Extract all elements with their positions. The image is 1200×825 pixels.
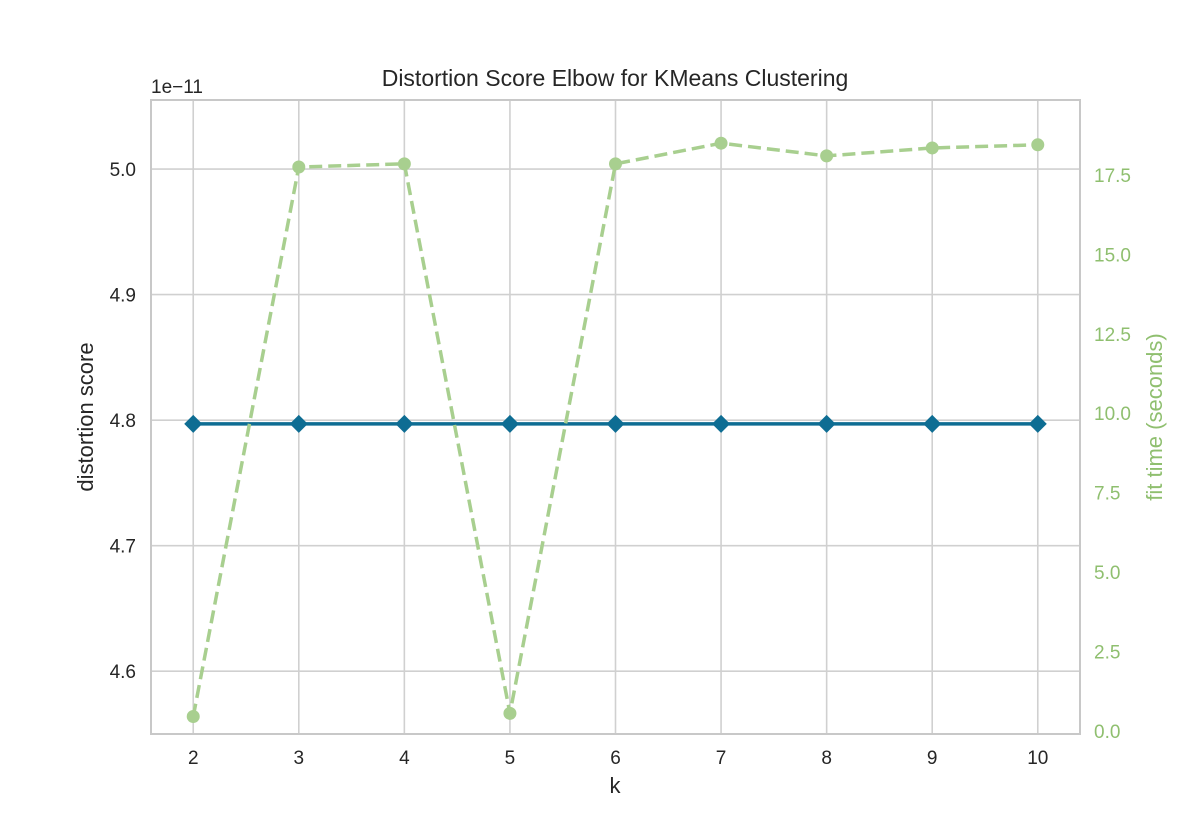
- y-tick-label: 4.9: [110, 286, 136, 307]
- series-layer: [184, 136, 1047, 724]
- distortion-marker: [289, 414, 308, 433]
- chart-title: Distortion Score Elbow for KMeans Cluste…: [382, 65, 849, 91]
- y2-axis-label: fit time (seconds): [1142, 333, 1167, 501]
- fit-time-marker: [186, 710, 200, 724]
- x-tick-label: 3: [294, 748, 305, 769]
- fit-time-marker: [925, 141, 939, 155]
- fit-time-marker: [503, 706, 517, 720]
- tick-labels: 2 3 4 5 6 7 8 9 10 4.6 4.7 4.8 4.9 5.0 0.0 2.5 5.0 7.5 10.…: [110, 160, 1131, 769]
- y2-tick-label: 12.5: [1094, 325, 1131, 346]
- fit-time-marker: [1031, 138, 1045, 152]
- y2-tick-label: 0.0: [1094, 722, 1120, 743]
- distortion-marker: [817, 414, 836, 433]
- fit-time-marker: [292, 160, 306, 174]
- y2-tick-label: 5.0: [1094, 563, 1120, 584]
- x-tick-label: 5: [505, 748, 516, 769]
- fit-time-marker: [609, 157, 622, 171]
- y2-tick-label: 17.5: [1094, 166, 1131, 187]
- y2-tick-label: 15.0: [1094, 245, 1131, 266]
- x-tick-label: 10: [1027, 748, 1048, 769]
- distortion-marker: [1028, 414, 1047, 433]
- y-tick-label: 4.6: [110, 662, 136, 683]
- x-tick-label: 6: [610, 748, 621, 769]
- x-tick-label: 9: [927, 748, 938, 769]
- x-tick-label: 4: [399, 748, 410, 769]
- y-axis-label: distortion score: [73, 342, 98, 491]
- y2-tick-label: 7.5: [1094, 484, 1120, 505]
- y-offset-label: 1e−11: [151, 77, 203, 98]
- distortion-marker: [923, 414, 942, 433]
- distortion-marker: [395, 414, 414, 433]
- x-tick-label: 2: [188, 748, 199, 769]
- y-tick-label: 4.7: [110, 537, 136, 558]
- x-tick-label: 8: [821, 748, 832, 769]
- y-tick-label: 4.8: [110, 411, 136, 432]
- fit-time-line: [191, 141, 1038, 717]
- x-axis-label: k: [610, 773, 622, 798]
- distortion-marker: [712, 414, 731, 433]
- distortion-marker: [184, 414, 203, 433]
- x-tick-label: 7: [716, 748, 727, 769]
- plot-frame: [150, 99, 1081, 735]
- distortion-marker: [500, 414, 519, 433]
- fit-time-marker: [397, 157, 411, 171]
- fit-time-marker: [714, 136, 728, 150]
- fit-time-marker: [820, 149, 834, 163]
- y2-tick-label: 2.5: [1094, 642, 1120, 663]
- y2-tick-label: 10.0: [1094, 404, 1131, 425]
- distortion-marker: [606, 414, 625, 433]
- y-tick-label: 5.0: [110, 160, 136, 181]
